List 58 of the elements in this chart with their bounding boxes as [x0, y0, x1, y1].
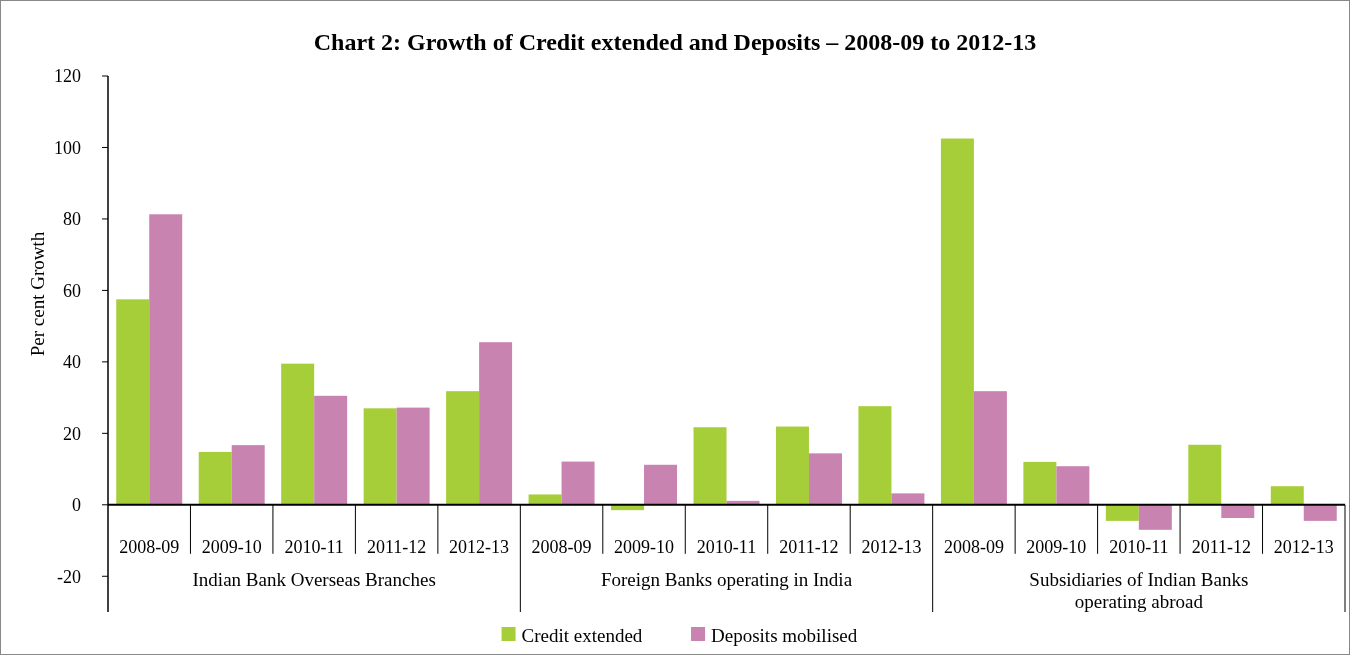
bar — [446, 391, 480, 505]
legend-label: Credit extended — [521, 624, 643, 646]
bar — [858, 406, 892, 505]
x-tick-label: 2012-13 — [449, 537, 510, 558]
x-tick-label: 2010-11 — [284, 537, 344, 558]
bar — [973, 391, 1007, 505]
bar — [891, 493, 925, 505]
bar — [693, 427, 727, 505]
bar — [775, 426, 809, 505]
bar — [1303, 504, 1337, 521]
bar — [1188, 444, 1222, 505]
x-tick-label: 2012-13 — [861, 537, 922, 558]
x-tick-label: 2012-13 — [1273, 537, 1334, 558]
bar — [198, 451, 232, 505]
bar — [808, 453, 842, 505]
x-tick-label: 2009-10 — [201, 537, 262, 558]
legend-label: Deposits mobilised — [711, 624, 858, 646]
y-tick-label: 0 — [72, 495, 81, 516]
bar — [644, 464, 678, 505]
bar — [561, 461, 595, 505]
bar — [231, 445, 265, 505]
bar — [1270, 486, 1304, 505]
bar — [1056, 466, 1090, 505]
annotation: Subsidiaries of Indian Banks operating abroad — [1029, 568, 1249, 612]
x-tick-label: 2008-09 — [943, 537, 1004, 558]
bar — [1138, 504, 1172, 530]
x-tick-label: 2008-09 — [531, 537, 592, 558]
y-tick-label: -20 — [57, 566, 81, 587]
x-tick-label: 2011-12 — [779, 537, 839, 558]
x-tick-label: 2009-10 — [614, 537, 675, 558]
x-tick-label: 2011-12 — [366, 537, 427, 558]
bar — [116, 299, 150, 505]
y-tick-label: 100 — [54, 137, 81, 158]
chart-title: Chart 2: Growth of Credit extended and Deposits – 2008-09 to 2012-13 — [313, 29, 1037, 55]
bar — [528, 494, 562, 505]
bar — [1221, 504, 1255, 519]
bar — [940, 138, 974, 505]
y-tick-label: 80 — [63, 209, 81, 230]
y-axis-title: Per cent Growth — [27, 231, 48, 357]
bar — [149, 214, 183, 505]
y-tick-label: 120 — [54, 66, 81, 87]
bar — [479, 342, 513, 505]
y-tick-label: 40 — [63, 352, 81, 373]
bar — [363, 408, 397, 505]
bar — [281, 363, 315, 505]
y-tick-label: 20 — [63, 423, 81, 444]
bar — [1023, 461, 1057, 505]
bar — [396, 407, 430, 505]
x-tick-label: 2010-11 — [1109, 537, 1169, 558]
x-tick-label: 2011-12 — [1191, 537, 1251, 558]
bar — [314, 395, 348, 505]
x-tick-label: 2008-09 — [119, 537, 180, 558]
annotation: Foreign Banks operating in India — [600, 568, 853, 590]
y-tick-label: 60 — [63, 280, 81, 301]
bar — [1105, 504, 1139, 521]
annotation: Indian Bank Overseas Branches — [192, 568, 436, 590]
x-tick-label: 2009-10 — [1026, 537, 1087, 558]
x-tick-label: 2010-11 — [696, 537, 757, 558]
